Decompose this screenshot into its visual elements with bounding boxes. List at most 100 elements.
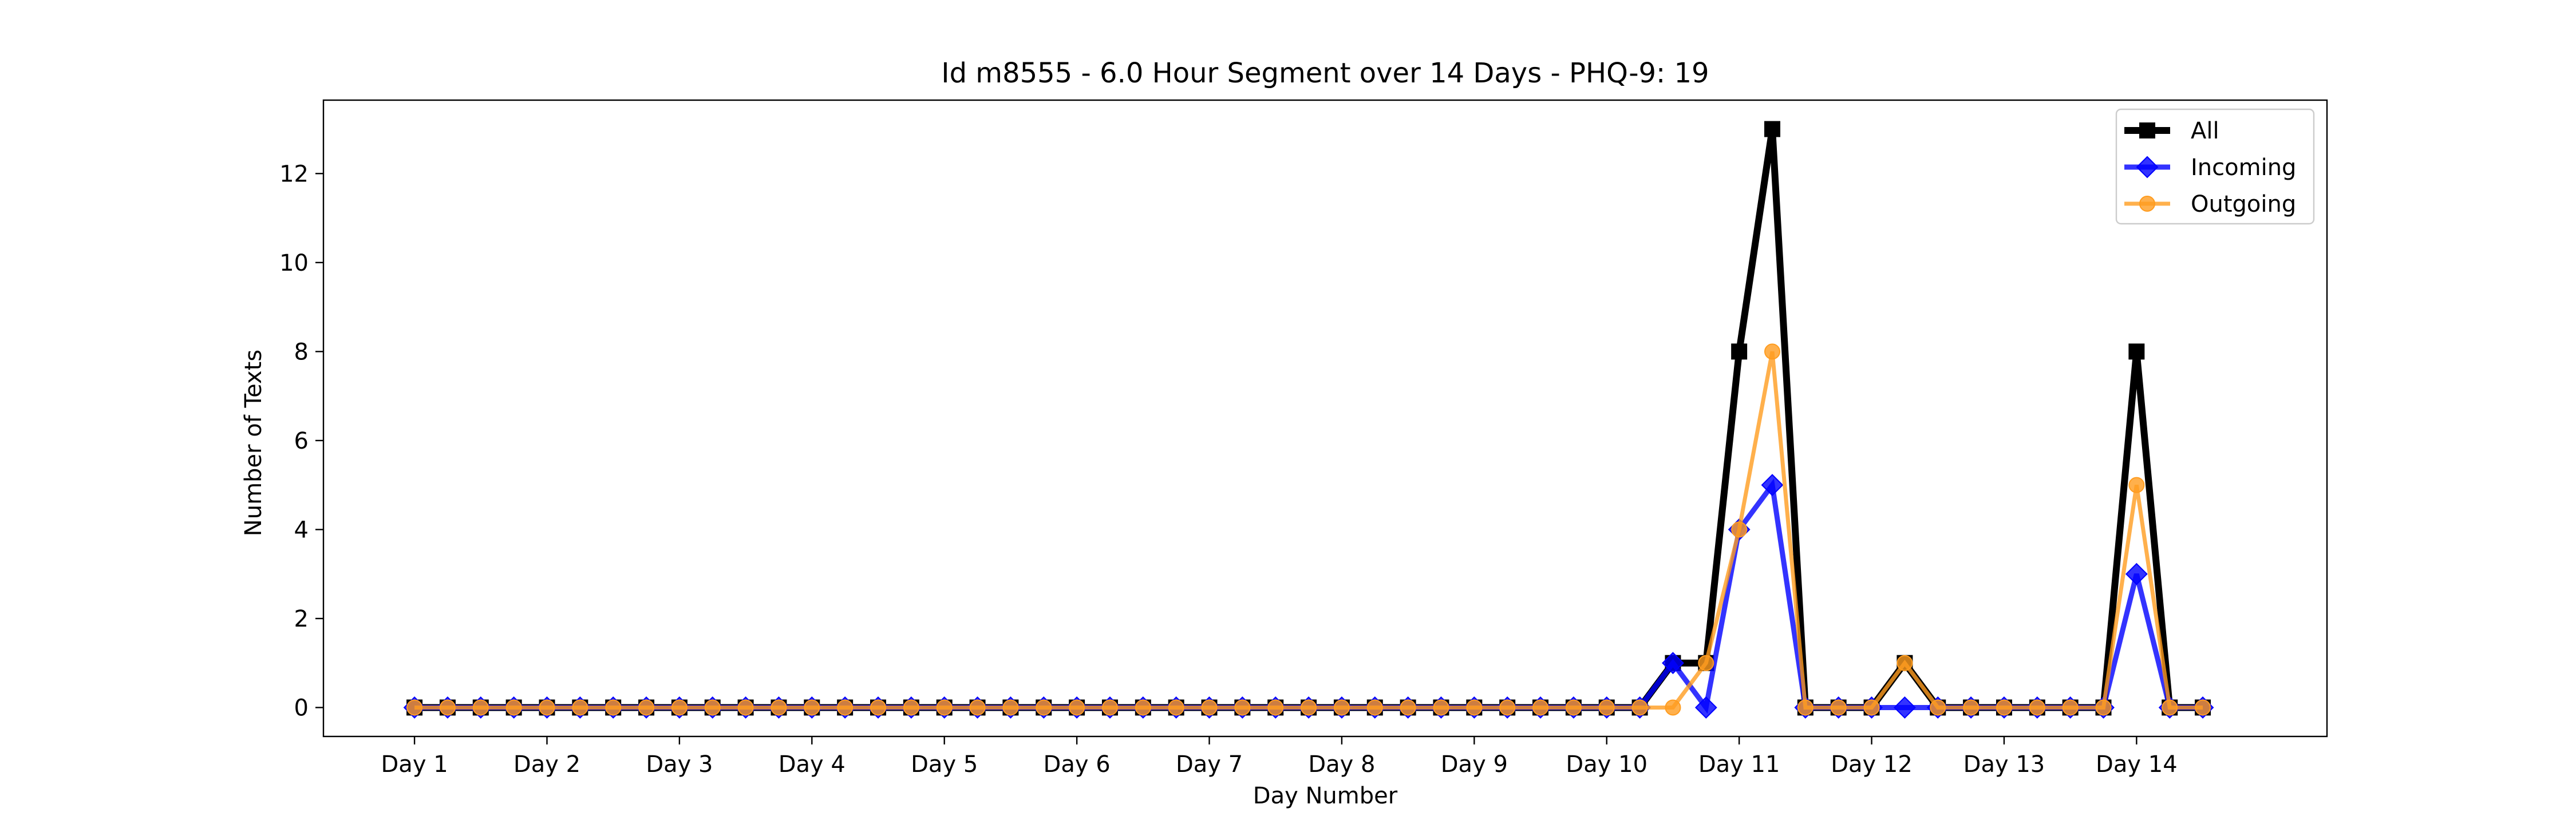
data-point-outgoing	[572, 699, 588, 716]
y-tick-label: 2	[294, 606, 309, 632]
data-point-outgoing	[1963, 699, 1980, 716]
data-point-incoming	[1662, 652, 1684, 675]
data-point-outgoing	[1234, 699, 1251, 716]
data-point-outgoing	[638, 699, 655, 716]
legend-label: All	[2191, 118, 2219, 144]
y-tick-label: 10	[279, 250, 309, 276]
data-point-outgoing	[1499, 699, 1516, 716]
data-point-outgoing	[737, 699, 754, 716]
data-point-outgoing	[870, 699, 887, 716]
data-point-incoming	[1761, 474, 1784, 497]
data-point-outgoing	[1598, 699, 1615, 716]
data-point-outgoing	[837, 699, 854, 716]
data-point-all	[2128, 343, 2145, 360]
data-point-outgoing	[2029, 699, 2045, 716]
data-point-outgoing	[704, 699, 721, 716]
data-point-outgoing	[671, 699, 688, 716]
plot-frame	[322, 99, 2328, 738]
data-point-outgoing	[1433, 699, 1449, 716]
series-line-outgoing	[414, 351, 2203, 710]
data-point-incoming	[1694, 696, 1717, 719]
data-point-outgoing	[903, 699, 919, 716]
data-point-outgoing	[1135, 699, 1151, 716]
data-point-outgoing	[1201, 699, 1218, 716]
data-point-outgoing	[1830, 699, 1847, 716]
y-tick-label: 12	[279, 161, 309, 187]
y-tick-label: 8	[294, 339, 309, 365]
x-axis-label: Day Number	[1253, 783, 1398, 809]
y-tick-label: 6	[294, 428, 309, 454]
data-point-outgoing	[771, 699, 787, 716]
data-point-outgoing	[406, 699, 423, 716]
data-point-outgoing	[1764, 343, 1780, 360]
data-point-outgoing	[1333, 699, 1350, 716]
data-point-outgoing	[1698, 655, 1714, 671]
x-tick-label: Day 7	[1176, 751, 1243, 778]
data-point-outgoing	[1036, 699, 1052, 716]
x-tick-label: Day 6	[1044, 751, 1111, 778]
x-tick-label: Day 4	[779, 751, 846, 778]
data-point-outgoing	[2195, 699, 2211, 716]
data-point-outgoing	[1301, 699, 1317, 716]
y-tick-label: 0	[294, 695, 309, 721]
series-incoming	[403, 474, 2214, 719]
legend-item-all: All	[2124, 118, 2219, 144]
data-point-outgoing	[2128, 477, 2145, 493]
data-point-outgoing	[1731, 521, 1748, 538]
data-point-outgoing	[1069, 699, 1085, 716]
data-point-outgoing	[472, 699, 489, 716]
y-axis-label: Number of Texts	[240, 350, 267, 536]
data-point-outgoing	[1400, 699, 1416, 716]
x-tick-label: Day 2	[513, 751, 580, 778]
data-point-outgoing	[969, 699, 986, 716]
data-point-outgoing	[1897, 655, 1913, 671]
legend-item-outgoing: Outgoing	[2124, 191, 2296, 217]
series-line-incoming	[414, 478, 2203, 714]
legend-marker	[2139, 122, 2155, 138]
x-tick-label: Day 5	[911, 751, 978, 778]
legend-item-incoming: Incoming	[2124, 154, 2296, 181]
data-point-outgoing	[2062, 699, 2079, 716]
data-point-outgoing	[1565, 699, 1582, 716]
data-point-outgoing	[2095, 699, 2112, 716]
legend-box	[2115, 108, 2315, 225]
x-tick-label: Day 10	[1566, 751, 1647, 778]
legend-label: Outgoing	[2191, 191, 2296, 217]
data-point-outgoing	[1101, 699, 1118, 716]
data-point-incoming	[2125, 562, 2148, 585]
data-point-outgoing	[605, 699, 622, 716]
x-tick-label: Day 11	[1698, 751, 1780, 778]
data-point-outgoing	[804, 699, 820, 716]
axes: Day 1 Day 2 Day 3 Day 4 Day 5 Day 6 Day 7 Day 8…	[279, 99, 2328, 778]
data-point-outgoing	[439, 699, 456, 716]
series-line-all	[414, 128, 2203, 711]
chart-title: Id m8555 - 6.0 Hour Segment over 14 Days…	[941, 57, 1709, 89]
x-tick-label: Day 3	[646, 751, 713, 778]
data-point-outgoing	[1930, 699, 1946, 716]
x-tick-label: Day 13	[1963, 751, 2045, 778]
data-point-outgoing	[1466, 699, 1483, 716]
data-point-outgoing	[505, 699, 522, 716]
data-point-outgoing	[936, 699, 953, 716]
data-point-all	[1731, 343, 1748, 360]
data-point-outgoing	[2162, 699, 2178, 716]
legend: All Incoming Outgoing	[2115, 108, 2315, 225]
legend-marker	[2139, 196, 2155, 212]
x-tick-label: Day 12	[1831, 751, 1913, 778]
x-tick-label: Day 1	[381, 751, 448, 778]
legend-label: Incoming	[2191, 154, 2296, 181]
data-point-outgoing	[1996, 699, 2012, 716]
data-point-incoming	[1893, 696, 1916, 719]
series-all	[406, 121, 2211, 716]
data-point-all	[1764, 121, 1780, 137]
data-point-outgoing	[1631, 699, 1648, 716]
series-outgoing	[406, 343, 2211, 716]
data-point-outgoing	[1665, 699, 1681, 716]
data-point-outgoing	[539, 699, 555, 716]
series-group	[403, 121, 2214, 719]
data-point-outgoing	[1366, 699, 1383, 716]
data-point-outgoing	[1168, 699, 1184, 716]
x-tick-label: Day 14	[2096, 751, 2178, 778]
